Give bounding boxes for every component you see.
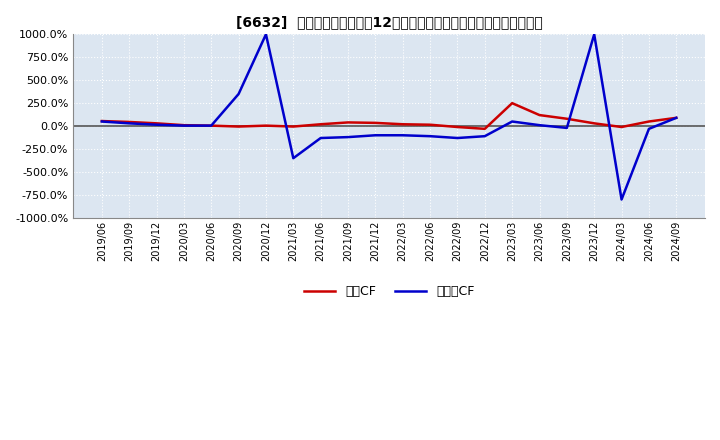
営業CF [590,121,598,126]
営業CF [125,119,133,125]
営業CF [535,113,544,118]
営業CF [207,123,215,128]
フリーCF [535,122,544,128]
フリーCF [508,119,516,124]
営業CF [672,115,680,121]
フリーCF [426,134,434,139]
Legend: 営業CF, フリーCF: 営業CF, フリーCF [299,280,480,303]
営業CF [179,122,188,128]
営業CF [289,124,297,129]
営業CF [398,121,407,127]
営業CF [617,125,626,130]
フリーCF [562,125,571,131]
Title: [6632]  キャッシュフローの12か月移動合計の対前年同期増減率の推移: [6632] キャッシュフローの12か月移動合計の対前年同期増減率の推移 [235,15,542,29]
フリーCF [97,119,106,124]
フリーCF [179,123,188,128]
営業CF [644,119,653,124]
フリーCF [480,134,489,139]
フリーCF [234,92,243,97]
営業CF [152,121,161,126]
営業CF [97,118,106,124]
フリーCF [644,126,653,132]
フリーCF [371,132,379,138]
営業CF [508,100,516,106]
営業CF [480,126,489,132]
営業CF [234,124,243,129]
フリーCF [590,32,598,37]
フリーCF [316,136,325,141]
フリーCF [125,121,133,126]
営業CF [316,121,325,127]
フリーCF [398,132,407,138]
営業CF [371,120,379,125]
営業CF [426,122,434,127]
フリーCF [343,135,352,140]
Line: フリーCF: フリーCF [102,34,676,199]
フリーCF [672,115,680,121]
営業CF [261,123,270,128]
Line: 営業CF: 営業CF [102,103,676,129]
営業CF [453,125,462,130]
フリーCF [152,122,161,127]
フリーCF [207,123,215,128]
フリーCF [453,136,462,141]
営業CF [343,120,352,125]
フリーCF [617,197,626,202]
フリーCF [261,32,270,37]
営業CF [562,116,571,121]
フリーCF [289,156,297,161]
